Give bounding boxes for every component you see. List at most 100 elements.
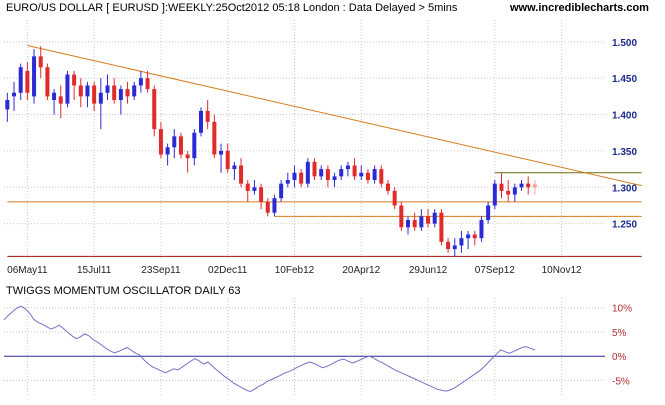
candle-body xyxy=(439,212,444,242)
candle-body xyxy=(45,67,50,97)
candle-body xyxy=(419,216,424,228)
candle-body xyxy=(172,136,177,148)
candle-body xyxy=(459,238,464,246)
price-tick-label: 1.450 xyxy=(612,74,637,85)
candle-body xyxy=(145,78,150,90)
candle-body xyxy=(219,150,224,155)
candle-body xyxy=(225,150,230,170)
candle-body xyxy=(132,85,137,97)
candle-body xyxy=(25,70,30,93)
time-tick-label: 29Jun12 xyxy=(409,265,448,276)
time-tick-label: 10Nov12 xyxy=(542,265,582,276)
candle-body xyxy=(198,110,203,133)
candle-body xyxy=(259,187,264,202)
time-tick-label: 10Feb12 xyxy=(275,265,315,276)
candle-body xyxy=(165,147,170,155)
candle-body xyxy=(112,85,117,100)
time-tick-label: 07Sep12 xyxy=(475,265,515,276)
candle-body xyxy=(385,183,390,191)
price-tick-label: 1.350 xyxy=(612,147,637,158)
oscillator-panel xyxy=(3,305,536,393)
candle-body xyxy=(72,74,77,86)
candle-body xyxy=(365,172,370,180)
oscillator-y-axis: 10% 5% 0% -5% xyxy=(612,304,632,388)
chart-title: EURO/US DOLLAR [ EURUSD ]:WEEKLY:25Oct20… xyxy=(6,2,458,14)
candle-body xyxy=(452,245,457,250)
candle-body xyxy=(239,165,244,184)
candle-body xyxy=(472,234,477,239)
candle-body xyxy=(125,89,130,97)
oscillator-tick-label: 0% xyxy=(612,352,627,363)
candle-body xyxy=(312,161,317,177)
price-trend-lines xyxy=(7,44,642,257)
candle-body xyxy=(526,183,531,188)
candle-body xyxy=(426,216,431,224)
candle-body xyxy=(412,220,417,228)
candle-body xyxy=(5,100,10,110)
candle-body xyxy=(519,183,524,188)
candle-body xyxy=(492,183,497,206)
oscillator-tick-label: 5% xyxy=(612,328,627,339)
time-tick-label: 06May11 xyxy=(7,265,48,276)
price-y-axis: 1.500 1.450 1.400 1.350 1.300 1.250 xyxy=(612,38,637,231)
candle-body xyxy=(98,92,103,104)
candle-body xyxy=(299,172,304,184)
candle-body xyxy=(392,190,397,206)
candle-body xyxy=(512,187,517,195)
oscillator-tick-label: -5% xyxy=(612,376,630,387)
site-url[interactable]: www.incrediblecharts.com xyxy=(510,2,649,14)
candle-body xyxy=(252,187,257,191)
candle-body xyxy=(12,92,17,97)
candle-body xyxy=(479,220,484,239)
price-tick-label: 1.300 xyxy=(612,183,637,194)
price-grid xyxy=(4,20,605,260)
candle-body xyxy=(332,176,337,180)
price-candles xyxy=(5,46,537,257)
candle-body xyxy=(359,172,364,177)
candle-body xyxy=(339,169,344,177)
candle-body xyxy=(305,161,310,184)
candle-body xyxy=(352,165,357,177)
candle-body xyxy=(85,85,90,97)
candle-body xyxy=(325,169,330,180)
time-tick-label: 15Jul11 xyxy=(77,265,112,276)
time-tick-label: 23Sep11 xyxy=(141,265,181,276)
candle-body xyxy=(232,165,237,170)
candle-body xyxy=(379,169,384,184)
candle-body xyxy=(372,169,377,180)
price-tick-label: 1.500 xyxy=(612,38,637,49)
candle-body xyxy=(285,180,290,184)
candle-body xyxy=(399,205,404,228)
candle-body xyxy=(265,201,270,213)
price-tick-label: 1.250 xyxy=(612,220,637,231)
time-x-axis: 06May11 15Jul11 23Sep11 02Dec11 10Feb12 20Apr… xyxy=(7,265,582,276)
candle-body xyxy=(205,110,210,122)
candle-body xyxy=(345,165,350,170)
candle-body xyxy=(32,56,37,97)
oscillator-line xyxy=(3,305,536,393)
candle-body xyxy=(185,154,190,159)
candle-body xyxy=(18,67,23,93)
time-tick-label: 20Apr12 xyxy=(342,265,380,276)
candle-body xyxy=(52,92,57,100)
candle-body xyxy=(192,132,197,159)
candle-body xyxy=(245,183,250,191)
candle-body xyxy=(432,212,437,224)
candle-body xyxy=(138,78,143,86)
candle-body xyxy=(292,172,297,180)
downtrend-line xyxy=(27,44,642,187)
candle-body xyxy=(92,85,97,104)
candle-body xyxy=(38,56,43,68)
candle-body xyxy=(152,89,157,130)
candle-body xyxy=(406,220,411,228)
candle-body xyxy=(466,234,471,239)
time-tick-label: 02Dec11 xyxy=(208,265,248,276)
candle-body xyxy=(499,183,504,191)
candle-body xyxy=(58,96,63,104)
candle-body xyxy=(212,121,217,155)
candle-body xyxy=(272,198,277,213)
candle-body xyxy=(65,74,70,104)
candle-body xyxy=(506,190,511,195)
oscillator-grid xyxy=(4,298,605,395)
candle-body xyxy=(319,169,324,177)
